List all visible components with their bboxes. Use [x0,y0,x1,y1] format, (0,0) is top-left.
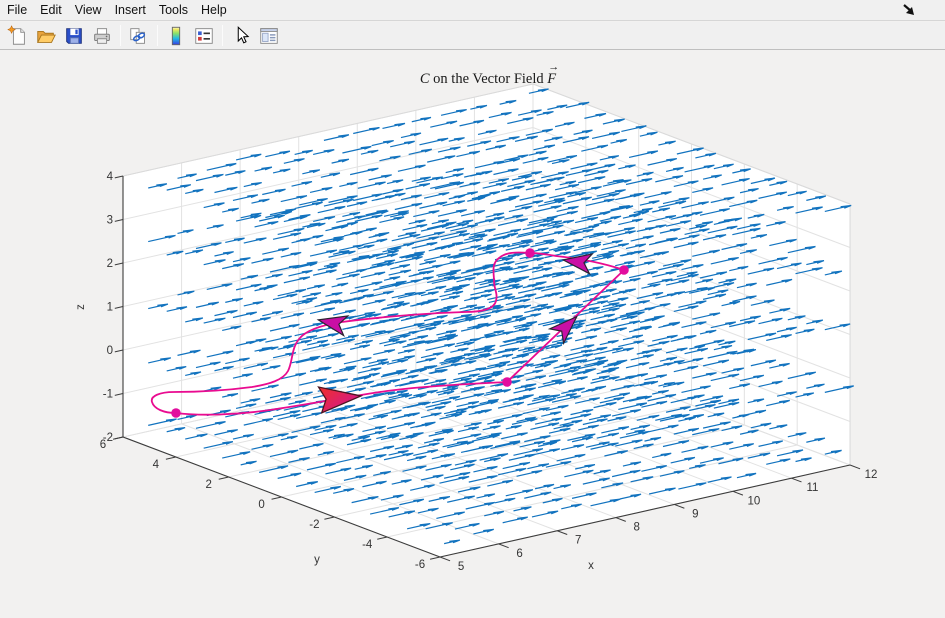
svg-text:8: 8 [634,522,640,534]
curve-point-marker [502,377,512,387]
curve-direction-dart [316,315,350,337]
svg-text:9: 9 [692,508,698,520]
svg-text:-1: -1 [103,389,113,401]
menu-tools[interactable]: Tools [158,3,189,17]
curve-C [150,251,626,416]
colorbar-icon [171,26,181,45]
vector-arrow-accent: → [548,61,559,73]
menu-file[interactable]: File [7,3,28,17]
toolbar-separator [222,25,223,46]
menu-insert[interactable]: Insert [114,3,146,17]
curve-point-marker [525,248,535,258]
svg-text:-6: -6 [415,559,425,571]
title-middle: on the Vector Field [429,71,548,87]
curve-direction-dart [561,252,594,276]
curve-point-marker [171,408,181,418]
insert-legend-button[interactable] [191,23,217,48]
legend-icon [195,27,213,44]
svg-text:1: 1 [107,302,113,314]
edit-plot-button[interactable] [228,23,254,48]
title-c: C [419,71,430,87]
figure-toolbar [0,22,945,50]
svg-text:6: 6 [100,439,106,451]
new-figure-button[interactable] [5,23,31,48]
svg-text:0: 0 [107,345,113,357]
open-file-button[interactable] [33,23,59,48]
save-floppy-icon [66,27,82,44]
insert-colorbar-button[interactable] [163,23,189,48]
open-folder-icon [37,30,56,43]
property-inspector-button[interactable] [256,23,282,48]
svg-text:0: 0 [258,499,264,511]
menu-bar: File Edit View Insert Tools Help [0,0,945,21]
svg-text:-2: -2 [103,432,113,444]
svg-text:4: 4 [153,459,160,471]
svg-text:z: z [75,304,87,310]
curve-direction-cone [317,386,364,415]
svg-text:5: 5 [458,561,464,573]
svg-text:11: 11 [806,482,818,494]
svg-text:-2: -2 [309,519,319,531]
menu-edit[interactable]: Edit [40,3,62,17]
svg-text:10: 10 [747,495,760,507]
plot-title: C on the Vector Field F → [419,61,559,88]
pointer-icon [237,25,250,44]
title-f: F → [547,61,559,87]
curve-point-marker [619,265,629,275]
save-figure-button[interactable] [61,23,87,48]
svg-text:12: 12 [865,469,878,481]
svg-text:7: 7 [575,535,581,547]
menu-help[interactable]: Help [201,3,227,17]
svg-text:2: 2 [107,258,113,270]
new-document-icon [7,24,25,45]
toolbar-separator [157,25,158,46]
svg-text:-4: -4 [362,539,373,551]
svg-text:3: 3 [107,215,113,227]
link-plot-icon [130,27,146,44]
property-inspector-icon [260,27,278,44]
svg-text:y: y [314,554,320,566]
svg-text:4: 4 [107,171,114,183]
svg-text:x: x [588,560,594,572]
menu-view[interactable]: View [74,3,102,17]
svg-text:2: 2 [205,479,211,491]
printer-icon [94,27,110,44]
link-plot-button[interactable] [126,23,152,48]
toolbar-separator [120,25,121,46]
svg-text:6: 6 [516,548,522,560]
curve-direction-dart [547,315,579,346]
print-figure-button[interactable] [89,23,115,48]
resize-cursor-glyph [903,4,914,15]
